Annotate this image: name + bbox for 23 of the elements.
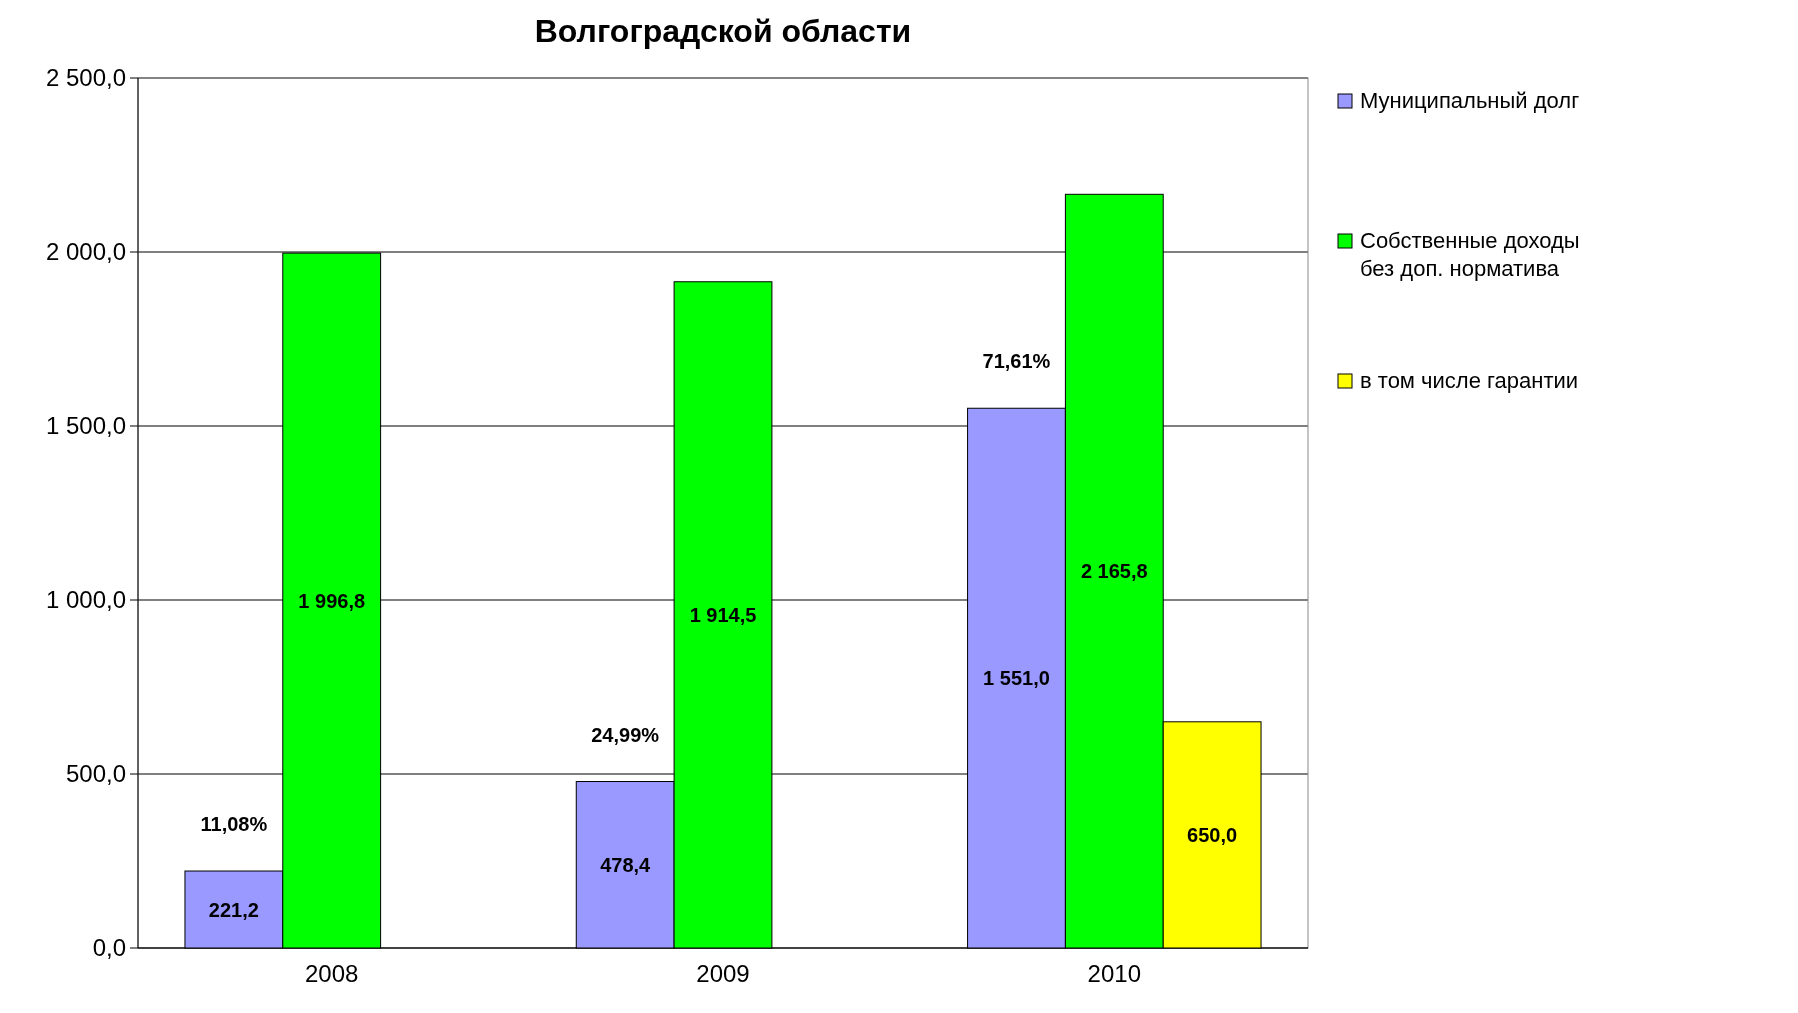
data-label: 221,2 bbox=[208, 898, 259, 921]
x-tick-label: 2009 bbox=[696, 960, 750, 987]
y-tick-label: 2 500,0 bbox=[45, 64, 126, 91]
y-tick-label: 1 500,0 bbox=[45, 412, 126, 439]
y-tick-label: 0,0 bbox=[92, 934, 126, 961]
data-label: 1 996,8 bbox=[298, 589, 366, 612]
y-tick-label: 2 000,0 bbox=[45, 238, 126, 265]
annotation: 71,61% bbox=[982, 350, 1051, 373]
x-tick-label: 2010 bbox=[1087, 960, 1141, 987]
annotation: 11,08% bbox=[200, 813, 268, 836]
annotation: 24,99% bbox=[591, 723, 660, 746]
data-label: 2 165,8 bbox=[1080, 560, 1148, 583]
x-tick-label: 2008 bbox=[305, 960, 359, 987]
legend-label: Собственные доходы без доп. норматива bbox=[1360, 228, 1580, 281]
data-label: 1 914,5 bbox=[689, 603, 757, 626]
y-tick-label: 1 000,0 bbox=[45, 586, 126, 613]
data-label: 650,0 bbox=[1187, 823, 1238, 846]
chart-title: Волгоградской области bbox=[534, 13, 912, 49]
legend-label: Муниципальный долг bbox=[1360, 88, 1580, 113]
legend-label: в том числе гарантии bbox=[1360, 368, 1579, 393]
data-label: 1 551,0 bbox=[983, 667, 1050, 690]
y-tick-label: 500,0 bbox=[65, 760, 126, 787]
data-label: 478,4 bbox=[600, 853, 652, 876]
